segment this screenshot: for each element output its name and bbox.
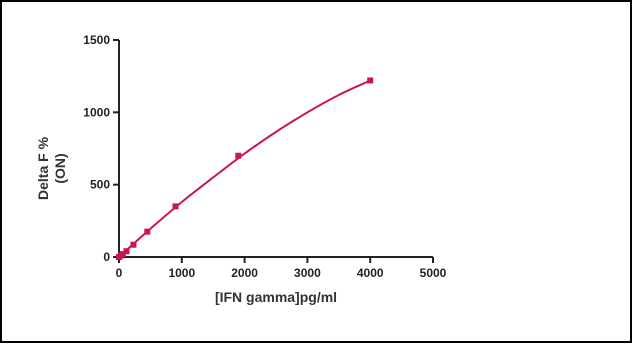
- x-tick-label: 2000: [231, 266, 258, 280]
- data-point: [119, 251, 126, 258]
- x-tick-label: 5000: [420, 266, 447, 280]
- data-point: [172, 203, 179, 210]
- series-group: [116, 77, 374, 260]
- x-tick-label: 3000: [294, 266, 321, 280]
- axes: 0 500 1000 1500 0 1000 2000 3000 4000 5000: [83, 33, 446, 280]
- data-point: [144, 228, 151, 235]
- fit-curve: [118, 79, 371, 258]
- y-axis-title: Delta F %(ON): [35, 136, 68, 200]
- y-axis-title-line: (ON): [52, 153, 68, 183]
- y-tick-label: 500: [90, 178, 110, 192]
- data-point: [123, 248, 130, 255]
- data-point: [235, 152, 242, 159]
- y-tick-label: 1500: [83, 33, 110, 47]
- x-tick-label: 1000: [168, 266, 195, 280]
- y-tick-label: 1000: [83, 105, 110, 119]
- x-axis-title: [IFN gamma]pg/ml: [215, 289, 337, 305]
- data-point: [367, 77, 374, 84]
- y-tick-label: 0: [103, 250, 110, 264]
- y-axis-title-line: Delta F %: [35, 136, 51, 200]
- x-tick-label: 0: [116, 266, 123, 280]
- x-tick-label: 4000: [357, 266, 384, 280]
- data-point: [130, 241, 137, 248]
